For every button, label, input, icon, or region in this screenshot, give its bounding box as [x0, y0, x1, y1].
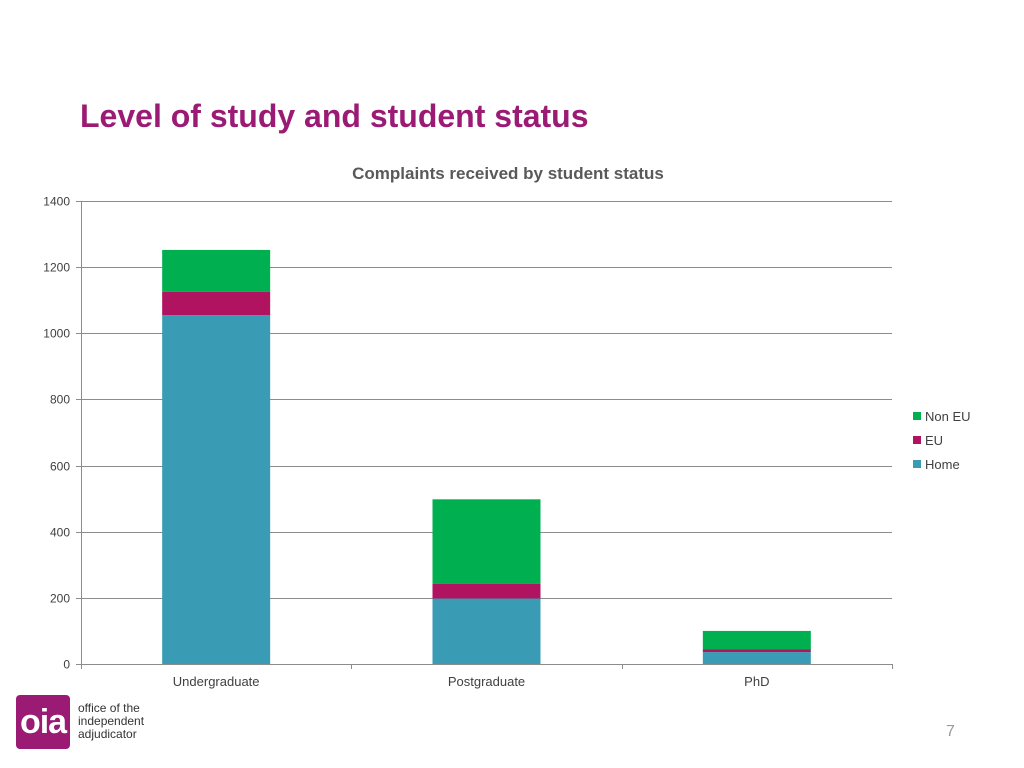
- logo-mark: oia: [16, 695, 70, 749]
- legend-label: Non EU: [925, 409, 971, 424]
- y-tick-label: 800: [50, 393, 70, 407]
- page-number: 7: [946, 723, 955, 740]
- oia-logo: oia office of the independent adjudicato…: [16, 695, 196, 751]
- chart-title: Complaints received by student status: [352, 164, 664, 183]
- y-tick-label: 1200: [43, 261, 70, 275]
- y-tick-label: 200: [50, 592, 70, 606]
- legend-label: Home: [925, 457, 960, 472]
- x-tick-label: Postgraduate: [448, 674, 525, 689]
- legend: Non EU EU Home: [913, 409, 971, 472]
- y-tick-label: 1400: [43, 195, 70, 209]
- bar-segment-eu: [162, 291, 271, 316]
- y-tick-label: 400: [50, 526, 70, 540]
- logo-line-3: adjudicator: [78, 727, 137, 741]
- bar-segment-non-eu: [702, 630, 811, 650]
- y-tick-label: 1000: [43, 327, 70, 341]
- x-tick-label: PhD: [744, 674, 769, 689]
- y-tick-label: 0: [63, 658, 70, 672]
- legend-swatch: [913, 412, 921, 420]
- axes: 0 200 400 600 800 1000 1200 1400 Undergraduate Po…: [43, 195, 893, 689]
- slide-title: Level of study and student status: [80, 98, 589, 134]
- y-tick-label: 600: [50, 460, 70, 474]
- bar-segment-home: [432, 598, 541, 664]
- logo-line-2: independent: [78, 714, 145, 728]
- legend-label: EU: [925, 433, 943, 448]
- bar-segment-non-eu: [432, 499, 541, 584]
- bar-segment-home: [162, 315, 271, 664]
- logo-line-1: office of the: [78, 701, 140, 715]
- legend-swatch: [913, 436, 921, 444]
- legend-swatch: [913, 460, 921, 468]
- logo-text: office of the independent adjudicator: [78, 702, 144, 741]
- x-tick-label: Undergraduate: [173, 674, 260, 689]
- bars: [162, 249, 811, 664]
- bar-segment-home: [702, 652, 811, 664]
- bar-segment-eu: [702, 649, 811, 653]
- bar-segment-eu: [432, 583, 541, 599]
- bar-segment-non-eu: [162, 249, 271, 292]
